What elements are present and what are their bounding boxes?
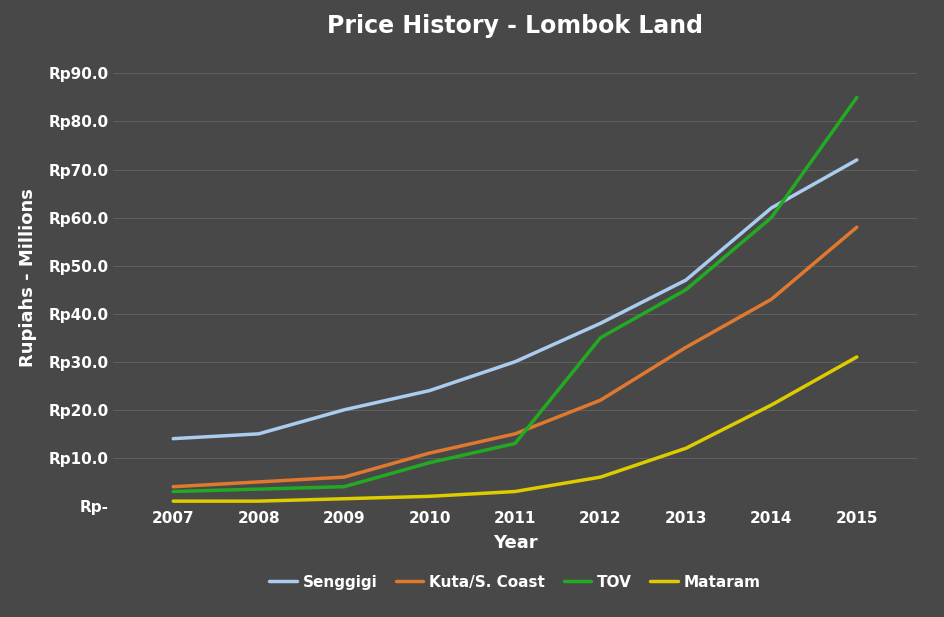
- Senggigi: [765, 204, 776, 212]
- Senggigi: [167, 435, 178, 442]
- Mataram: [851, 354, 862, 361]
- Line: Mataram: Mataram: [173, 357, 856, 501]
- TOV: [424, 459, 435, 466]
- Kuta/S. Coast: [167, 483, 178, 491]
- TOV: [253, 486, 264, 493]
- Senggigi: [680, 276, 691, 284]
- TOV: [594, 334, 605, 341]
- Kuta/S. Coast: [765, 296, 776, 303]
- Senggigi: [851, 156, 862, 164]
- Kuta/S. Coast: [253, 478, 264, 486]
- Kuta/S. Coast: [424, 449, 435, 457]
- Mataram: [167, 497, 178, 505]
- TOV: [680, 286, 691, 293]
- Mataram: [765, 401, 776, 408]
- Line: TOV: TOV: [173, 97, 856, 492]
- Y-axis label: Rupiahs - Millions: Rupiahs - Millions: [19, 188, 37, 367]
- Legend: Senggigi, Kuta/S. Coast, TOV, Mataram: Senggigi, Kuta/S. Coast, TOV, Mataram: [269, 574, 760, 590]
- Senggigi: [424, 387, 435, 394]
- Mataram: [338, 495, 349, 502]
- Senggigi: [509, 358, 520, 365]
- Kuta/S. Coast: [680, 344, 691, 351]
- Mataram: [253, 497, 264, 505]
- Mataram: [680, 445, 691, 452]
- Senggigi: [338, 406, 349, 413]
- Senggigi: [594, 320, 605, 327]
- Title: Price History - Lombok Land: Price History - Lombok Land: [327, 14, 702, 38]
- Senggigi: [253, 430, 264, 437]
- Line: Senggigi: Senggigi: [173, 160, 856, 439]
- TOV: [765, 214, 776, 222]
- TOV: [509, 440, 520, 447]
- Mataram: [594, 473, 605, 481]
- TOV: [851, 94, 862, 101]
- Mataram: [424, 492, 435, 500]
- TOV: [338, 483, 349, 491]
- Kuta/S. Coast: [338, 473, 349, 481]
- X-axis label: Year: Year: [492, 534, 537, 552]
- Kuta/S. Coast: [851, 223, 862, 231]
- TOV: [167, 488, 178, 495]
- Kuta/S. Coast: [509, 430, 520, 437]
- Mataram: [509, 488, 520, 495]
- Kuta/S. Coast: [594, 397, 605, 404]
- Line: Kuta/S. Coast: Kuta/S. Coast: [173, 227, 856, 487]
